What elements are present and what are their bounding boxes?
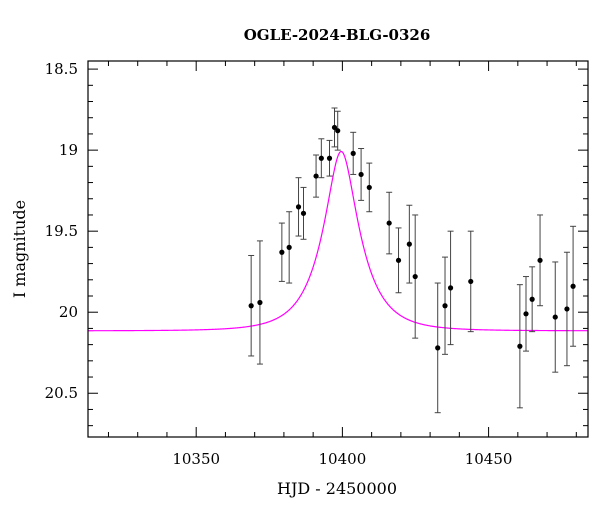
data-marker (406, 241, 412, 247)
data-marker (412, 273, 418, 280)
y-tick-label: 20.5 (45, 384, 78, 402)
data-point (447, 230, 454, 346)
data-marker (366, 184, 372, 191)
model-curve (88, 150, 588, 332)
data-marker (331, 124, 338, 131)
data-marker (300, 210, 307, 216)
data-point (286, 211, 293, 284)
data-point (467, 230, 474, 333)
data-marker (537, 257, 543, 263)
plot-frame (87, 60, 589, 438)
data-point (350, 131, 357, 175)
data-point (386, 191, 393, 255)
x-axis-label: HJD - 2450000 (277, 479, 397, 498)
data-marker (523, 311, 529, 317)
data-marker (335, 128, 341, 134)
data-marker (529, 296, 535, 302)
data-point (529, 266, 536, 333)
x-tick-label: 10350 (172, 450, 220, 468)
y-axis-label: I magnitude (10, 200, 29, 298)
axis-tick-labels: 10350 10400 10450 18.5 19 19.5 20 20.5 (45, 60, 513, 468)
data-marker (442, 303, 448, 309)
data-marker (435, 345, 441, 351)
data-point (395, 227, 402, 294)
data-point (406, 204, 413, 284)
data-point (313, 154, 320, 198)
data-point (331, 107, 338, 148)
data-point (300, 186, 307, 240)
data-marker (257, 299, 263, 306)
data-point (334, 110, 341, 151)
data-point (278, 222, 285, 282)
data-point (295, 177, 302, 237)
data-marker (517, 343, 523, 349)
data-marker (570, 283, 576, 289)
data-point (366, 162, 373, 213)
data-marker (318, 155, 324, 161)
data-marker (395, 257, 402, 263)
y-tick-label: 20 (59, 303, 78, 321)
axis-ticks (88, 61, 588, 437)
x-tick-label: 10400 (319, 450, 367, 468)
x-tick-label: 10450 (465, 450, 513, 468)
data-point (358, 148, 365, 201)
data-marker (350, 150, 356, 156)
data-points-layer (248, 107, 577, 414)
data-marker (552, 314, 558, 320)
data-point (326, 139, 333, 177)
data-marker (386, 220, 392, 226)
data-point (434, 282, 441, 414)
y-tick-label: 19 (59, 141, 78, 159)
data-point (256, 240, 263, 365)
data-marker (286, 244, 292, 250)
data-marker (326, 155, 333, 161)
data-marker (468, 278, 474, 285)
chart-title: OGLE-2024-BLG-0326 (244, 26, 431, 44)
model-layer (88, 150, 588, 332)
data-point (442, 256, 449, 355)
data-marker (564, 306, 570, 312)
y-tick-label: 18.5 (45, 60, 78, 78)
data-point (516, 284, 523, 409)
data-point (523, 276, 530, 352)
data-marker (248, 303, 254, 309)
data-marker (447, 285, 454, 291)
data-point (412, 214, 419, 339)
data-marker (295, 204, 302, 210)
data-point (563, 251, 570, 367)
y-tick-label: 19.5 (45, 222, 78, 240)
data-marker (358, 171, 364, 178)
data-marker (313, 173, 319, 179)
data-point (552, 261, 559, 373)
data-marker (279, 249, 285, 255)
data-point (570, 225, 577, 347)
data-point (318, 138, 325, 179)
data-point (248, 254, 255, 357)
data-point (537, 214, 544, 307)
